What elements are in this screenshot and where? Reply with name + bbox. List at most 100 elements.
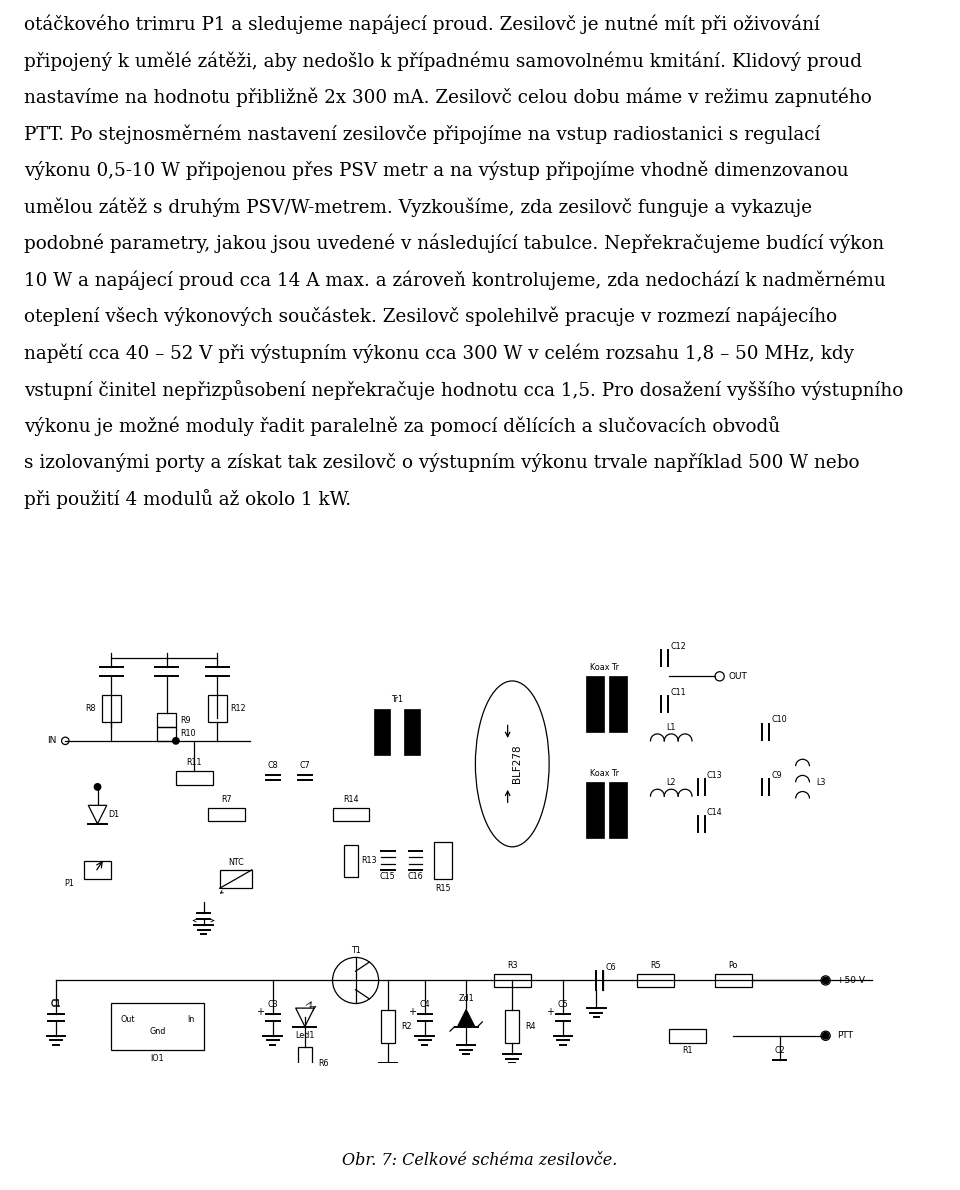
Text: otáčkového trimru P1 a sledujeme napájecí proud. Zesilovč je nutné mít při oživo: otáčkového trimru P1 a sledujeme napájec…: [24, 14, 820, 35]
Bar: [332, 808, 370, 821]
Text: R12: R12: [230, 704, 246, 713]
Text: C1: C1: [51, 1000, 61, 1009]
Bar: [298, 1047, 312, 1079]
Text: Tr1: Tr1: [391, 695, 403, 703]
Text: C4: C4: [420, 1000, 430, 1009]
Text: R15: R15: [435, 884, 451, 892]
Bar: [157, 727, 176, 741]
Text: R8: R8: [85, 704, 96, 713]
Text: s izolovanými porty a získat tak zesilovč o výstupním výkonu trvale například 50: s izolovanými porty a získat tak zesilov…: [24, 453, 859, 472]
Bar: [344, 845, 358, 877]
Text: C3: C3: [267, 1000, 278, 1009]
Bar: [586, 676, 605, 732]
Text: R2: R2: [401, 1022, 412, 1031]
Text: připojený k umělé zátěži, aby nedošlo k případnému samovolnému kmitání. Klidový : připojený k umělé zátěži, aby nedošlo k …: [24, 51, 862, 70]
Text: R1: R1: [683, 1046, 692, 1056]
Text: C10: C10: [772, 715, 787, 725]
Text: C6: C6: [606, 963, 616, 972]
Text: Koax Tr: Koax Tr: [589, 769, 619, 777]
Text: +50 V: +50 V: [837, 976, 865, 985]
Text: IN: IN: [47, 737, 56, 745]
Text: L2: L2: [666, 778, 676, 787]
Text: R5: R5: [650, 960, 660, 970]
Text: R3: R3: [507, 960, 517, 970]
Bar: [669, 1029, 706, 1042]
Bar: [157, 713, 176, 727]
Text: umělou zátěž s druhým PSV/W-metrem. Vyzkoušíme, zda zesilovč funguje a vykazuje: umělou zátěž s druhým PSV/W-metrem. Vyzk…: [24, 198, 812, 217]
Bar: [84, 860, 111, 879]
Text: napětí cca 40 – 52 V při výstupním výkonu cca 300 W v celém rozsahu 1,8 – 50 MHz: napětí cca 40 – 52 V při výstupním výkon…: [24, 344, 854, 363]
Text: In: In: [187, 1015, 194, 1025]
Text: R11: R11: [186, 758, 202, 768]
Text: C11: C11: [670, 688, 685, 696]
Text: R9: R9: [180, 715, 191, 725]
Bar: [715, 973, 752, 988]
Text: C12: C12: [670, 641, 685, 651]
Text: Po: Po: [729, 960, 738, 970]
Text: C15: C15: [380, 872, 396, 882]
Text: BLF278: BLF278: [512, 745, 522, 783]
Bar: [208, 808, 245, 821]
Text: C9: C9: [772, 771, 782, 779]
Text: C2: C2: [774, 1046, 785, 1056]
Text: R10: R10: [180, 729, 196, 739]
Bar: [208, 695, 227, 722]
Text: C14: C14: [707, 808, 723, 816]
Text: R13: R13: [362, 856, 377, 865]
Text: C13: C13: [707, 771, 723, 779]
Bar: [404, 708, 420, 754]
Bar: [111, 1003, 204, 1050]
Bar: [220, 870, 252, 888]
Bar: [176, 771, 213, 784]
Text: při použití 4 modulů až okolo 1 kW.: při použití 4 modulů až okolo 1 kW.: [24, 489, 351, 509]
Circle shape: [173, 738, 180, 744]
Bar: [434, 843, 452, 879]
Text: +: +: [256, 1007, 264, 1016]
Bar: [374, 708, 390, 754]
Bar: [609, 782, 628, 838]
Text: T1: T1: [350, 946, 360, 956]
Text: PTT. Po stejnosměrném nastavení zesilovče připojíme na vstup radiostanici s regu: PTT. Po stejnosměrném nastavení zesilovč…: [24, 124, 821, 144]
Bar: [102, 695, 121, 722]
Bar: [381, 1010, 395, 1042]
Text: C5: C5: [558, 1000, 568, 1009]
Circle shape: [823, 977, 828, 984]
Text: D1: D1: [108, 810, 119, 819]
Polygon shape: [457, 1008, 475, 1027]
Bar: [586, 782, 605, 838]
Text: +: +: [546, 1007, 555, 1016]
Bar: [609, 676, 628, 732]
Text: C8: C8: [267, 762, 278, 770]
Text: IO1: IO1: [151, 1054, 164, 1064]
Text: výkonu je možné moduly řadit paralelně za pomocí dělících a slučovacích obvodů: výkonu je možné moduly řadit paralelně z…: [24, 416, 780, 437]
Text: P1: P1: [64, 879, 75, 888]
Text: R4: R4: [525, 1022, 536, 1031]
Text: R7: R7: [221, 795, 232, 804]
Text: podobné parametry, jakou jsou uvedené v následující tabulce. Nepřekračujeme budí: podobné parametry, jakou jsou uvedené v …: [24, 233, 884, 253]
Text: OUT: OUT: [729, 672, 748, 681]
Circle shape: [823, 1033, 828, 1039]
Text: L3: L3: [816, 778, 826, 787]
Text: R6: R6: [318, 1059, 328, 1067]
Text: R14: R14: [344, 795, 359, 804]
Text: +: +: [408, 1007, 417, 1016]
Text: nastavíme na hodnotu přibližně 2x 300 mA. Zesilovč celou dobu máme v režimu zapn: nastavíme na hodnotu přibližně 2x 300 mA…: [24, 88, 872, 107]
Bar: [505, 1010, 519, 1042]
Bar: [636, 973, 674, 988]
Text: výkonu 0,5-10 W připojenou přes PSV metr a na výstup připojíme vhodně dimenzovan: výkonu 0,5-10 W připojenou přes PSV metr…: [24, 161, 849, 180]
Text: NTC: NTC: [228, 858, 244, 868]
Text: 10 W a napájecí proud cca 14 A max. a zároveň kontrolujeme, zda nedochází k nadm: 10 W a napájecí proud cca 14 A max. a zá…: [24, 270, 886, 290]
Text: oteplení všech výkonových součástek. Zesilovč spolehilvě pracuje v rozmezí napáj: oteplení všech výkonových součástek. Zes…: [24, 307, 837, 326]
Text: Gnd: Gnd: [149, 1027, 166, 1035]
Text: Out: Out: [121, 1015, 135, 1025]
Text: vstupní činitel nepřizpůsobení nepřekračuje hodnotu cca 1,5. Pro dosažení vyššíh: vstupní činitel nepřizpůsobení nepřekrač…: [24, 380, 903, 400]
Text: L1: L1: [666, 722, 676, 732]
Text: Led1: Led1: [296, 1032, 315, 1040]
Text: C16: C16: [408, 872, 423, 882]
Text: Obr. 7: Celkové schéma zesilovče.: Obr. 7: Celkové schéma zesilovče.: [343, 1152, 617, 1169]
Text: Zd1: Zd1: [458, 995, 474, 1003]
Text: C1: C1: [51, 998, 61, 1008]
Text: Koax Tr: Koax Tr: [589, 663, 619, 671]
Circle shape: [94, 784, 101, 790]
Text: PTT: PTT: [837, 1032, 853, 1040]
